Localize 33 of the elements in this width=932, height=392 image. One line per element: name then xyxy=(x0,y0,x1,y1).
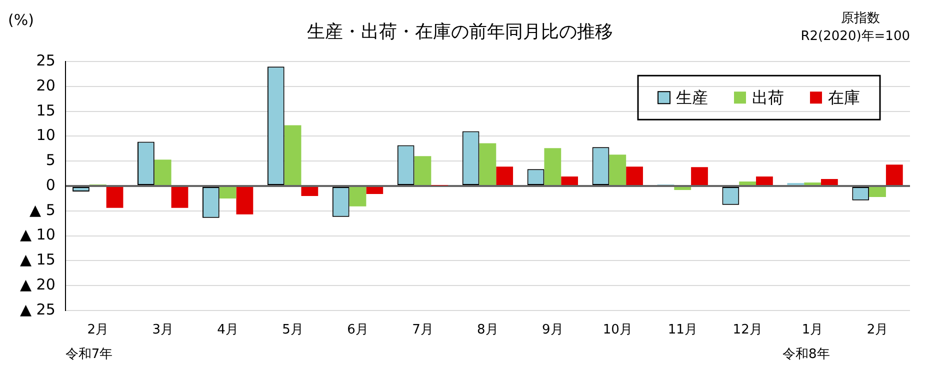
x-tick-label: 7月 xyxy=(412,322,434,338)
text: 原指数 xyxy=(841,11,880,26)
x-tick-label: 3月 xyxy=(152,322,174,338)
x-tick-label: 10月 xyxy=(602,322,632,338)
y-tick-label: 10 xyxy=(36,126,56,144)
text: 令和7年 xyxy=(65,347,113,362)
legend-label: 生産 xyxy=(676,88,708,107)
y-tick-label: ▲ 20 xyxy=(20,275,56,294)
x-tick-label: 2月 xyxy=(866,322,888,338)
y-tick-label: 15 xyxy=(36,101,56,120)
y-tick-label: ▲ 10 xyxy=(20,226,56,244)
x-tick-label: 4月 xyxy=(217,322,238,338)
x-tick-label: 2月 xyxy=(87,322,109,338)
y-tick-label: ▲ 15 xyxy=(20,250,56,269)
y-tick-label: 0 xyxy=(46,176,56,194)
x-tick-label: 5月 xyxy=(282,322,304,338)
x-tick-label: 1月 xyxy=(802,322,824,338)
x-tick-label: 11月 xyxy=(668,322,698,338)
x-tick-label: 9月 xyxy=(542,322,564,338)
text: R2(2020)年=100 xyxy=(800,29,910,44)
y-tick-label: ▲ 5 xyxy=(30,200,56,219)
y-axis-title: (%) xyxy=(8,11,34,29)
y-tick-label: ▲ 25 xyxy=(20,300,56,318)
legend-label: 出荷 xyxy=(752,88,784,107)
x-tick-label: 8月 xyxy=(477,322,498,338)
chart-title: 生産・出荷・在庫の前年同月比の推移 xyxy=(307,21,613,42)
y-tick-label: 20 xyxy=(36,76,56,94)
text: 令和8年 xyxy=(782,347,830,362)
legend-label: 在庫 xyxy=(828,88,860,107)
y-tick-label: 5 xyxy=(46,151,56,170)
x-tick-label: 12月 xyxy=(732,322,762,338)
y-tick-label: 25 xyxy=(36,51,56,70)
x-tick-label: 6月 xyxy=(347,322,368,338)
